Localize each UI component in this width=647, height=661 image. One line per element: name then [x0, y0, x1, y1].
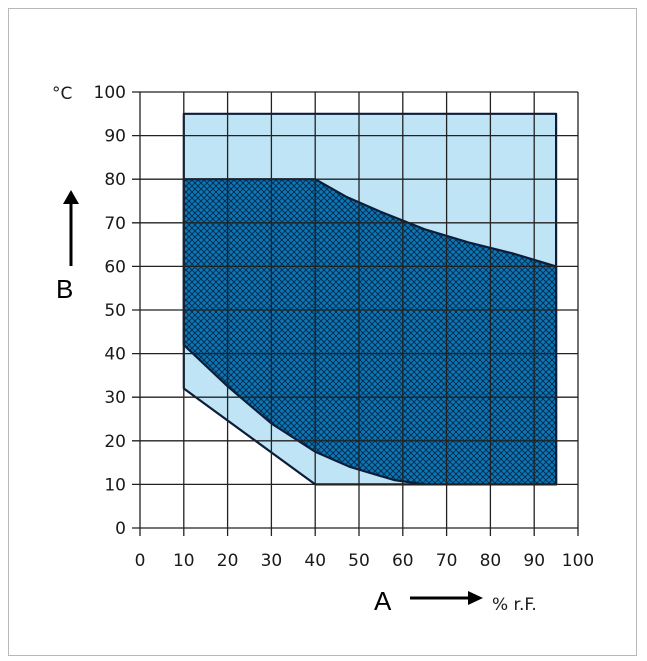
x-tick-label: 100	[562, 551, 594, 571]
grid-layer	[132, 91, 579, 536]
y-axis-arrow-label: B	[56, 274, 73, 304]
x-tick-label: 80	[480, 551, 502, 571]
y-tick-label: 70	[104, 214, 126, 234]
y-tick-label: 100	[94, 83, 126, 103]
x-tick-label: 60	[392, 551, 414, 571]
y-tick-label: 0	[115, 519, 126, 539]
y-tick-label: 50	[104, 301, 126, 321]
x-tick-label: 10	[173, 551, 195, 571]
y-tick-label: 10	[104, 475, 126, 495]
y-tick-label: 90	[104, 127, 126, 147]
x-axis-unit-label: % r.F.	[492, 595, 537, 615]
x-tick-label: 70	[436, 551, 458, 571]
y-tick-label: 80	[104, 170, 126, 190]
y-tick-label: 30	[104, 388, 126, 408]
x-tick-label: 50	[348, 551, 370, 571]
y-axis-arrow	[63, 190, 79, 266]
y-tick-label: 60	[104, 257, 126, 277]
x-axis-arrow	[410, 591, 483, 605]
y-tick-label: 20	[104, 432, 126, 452]
x-tick-label: 30	[261, 551, 283, 571]
regions-layer	[182, 112, 558, 486]
x-tick-label: 90	[523, 551, 545, 571]
x-tick-label: 20	[217, 551, 239, 571]
ticks-layer: 0 10 20 30 40 50 60 70 80 90 100 0 10 20 30 40 50 60 70 80 9…	[94, 83, 595, 571]
x-axis-arrow-label: A	[374, 586, 392, 616]
y-axis-unit-label: °C	[52, 84, 72, 104]
x-tick-label: 40	[304, 551, 326, 571]
y-tick-label: 40	[104, 345, 126, 365]
x-tick-label: 0	[135, 551, 146, 571]
